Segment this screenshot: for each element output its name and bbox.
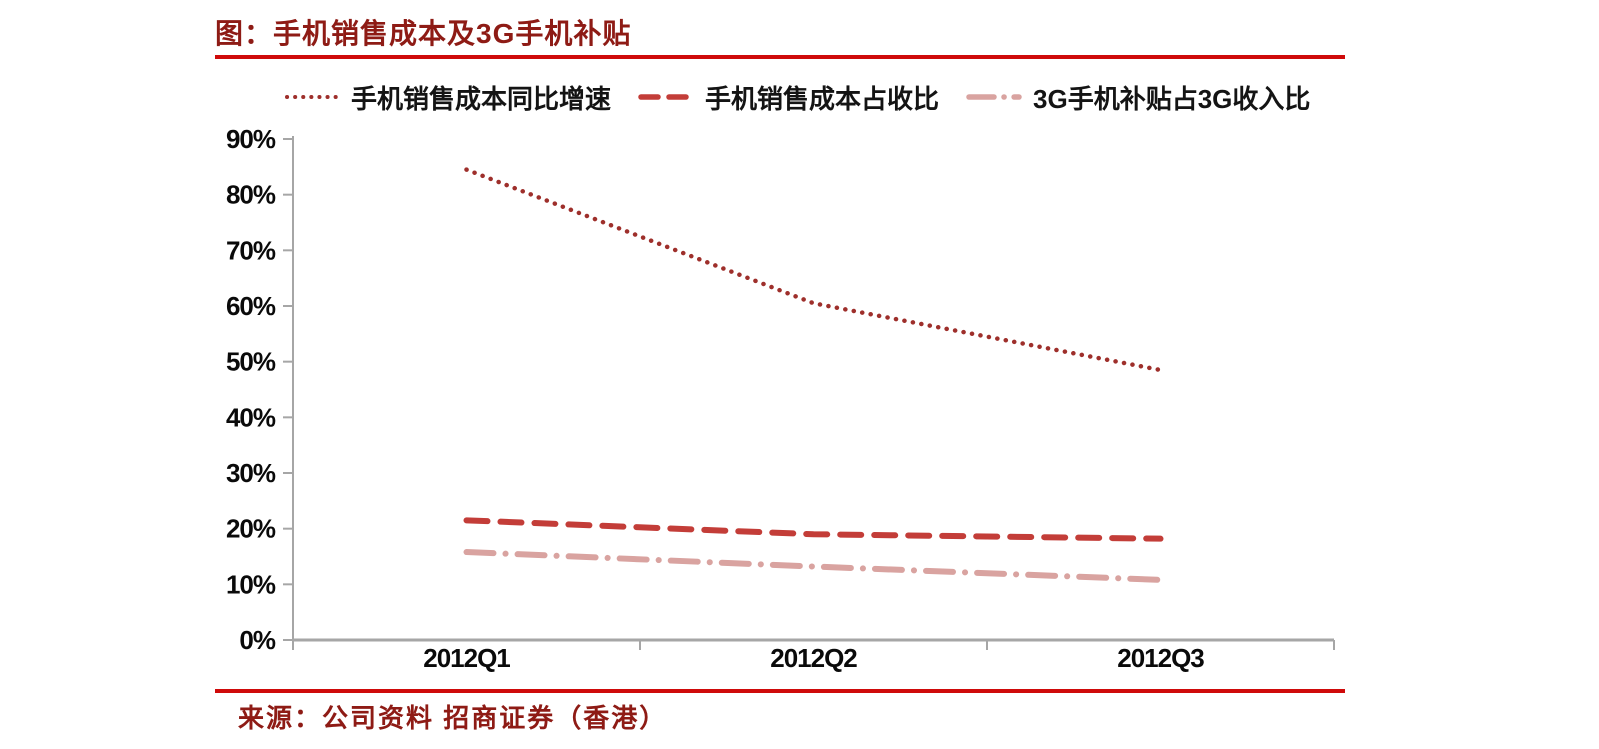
y-tick-label: 50% (226, 347, 276, 377)
x-tick-label: 2012Q2 (770, 643, 857, 673)
legend-item-3: 3G手机补贴占3G收入比 (965, 79, 1310, 116)
series-line-2 (463, 517, 1164, 542)
legend-label: 手机销售成本同比增速 (351, 83, 612, 114)
y-tick-label: 0% (239, 625, 275, 655)
figure-title: 图：手机销售成本及3G手机补贴 (215, 18, 632, 49)
legend-line-sample (638, 94, 694, 100)
y-tick-label: 40% (226, 402, 276, 432)
y-tick-label: 30% (226, 458, 276, 488)
title-divider-line (215, 55, 1345, 59)
chart-legend: 手机销售成本同比增速 手机销售成本占收比 3G手机补贴占3G收入比 (283, 80, 1310, 114)
x-tick-label: 2012Q1 (423, 643, 510, 673)
y-tick-label: 10% (226, 569, 276, 599)
source-note: 来源：公司资料 招商证券（香港） (238, 703, 668, 733)
y-tick-label: 90% (226, 124, 276, 154)
legend-label: 手机销售成本占收比 (705, 83, 940, 114)
legend-label: 3G手机补贴占3G收入比 (1033, 83, 1311, 114)
y-tick-label: 20% (226, 514, 276, 544)
y-tick-label: 70% (226, 235, 276, 265)
legend-line-sample (966, 94, 1022, 100)
legend-item-1: 手机销售成本同比增速 (283, 79, 611, 116)
series-line-3 (463, 549, 1164, 583)
series-line-1 (464, 167, 1163, 373)
y-tick-label: 60% (226, 291, 276, 321)
x-tick-label: 2012Q3 (1117, 643, 1204, 673)
source-divider-line (215, 689, 1345, 693)
legend-line-sample (285, 95, 339, 99)
legend-item-2: 手机销售成本占收比 (637, 79, 939, 116)
y-tick-label: 80% (226, 180, 276, 210)
